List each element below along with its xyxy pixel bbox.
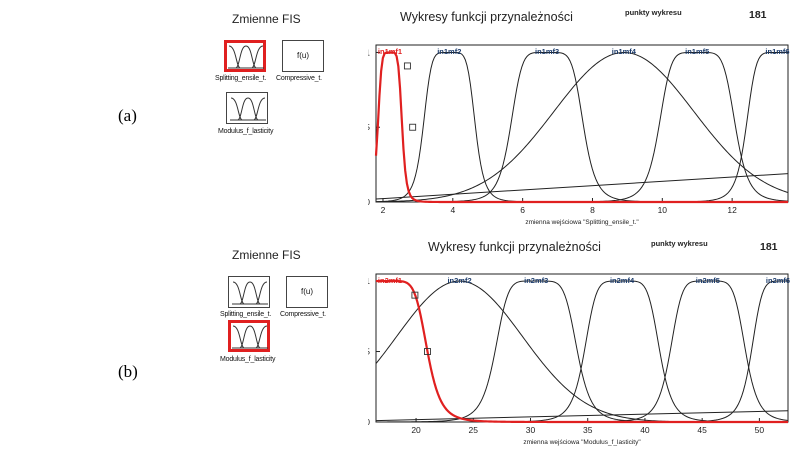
x-tick-label: 45 bbox=[697, 425, 707, 435]
input-variable-box-1[interactable] bbox=[224, 40, 266, 72]
input-variable-name-2: Modulus_f_lasticity bbox=[218, 128, 274, 135]
mf-label[interactable]: in2mf6 bbox=[766, 276, 790, 285]
output-variable-name: Compressive_t. bbox=[276, 75, 322, 82]
mf-label[interactable]: in1mf3 bbox=[535, 47, 559, 56]
points-count[interactable]: 181 bbox=[749, 9, 767, 21]
x-tick-label: 4 bbox=[450, 205, 455, 215]
mf-curve-in1mf4[interactable] bbox=[375, 51, 789, 203]
mf-triple-icon bbox=[232, 281, 268, 305]
mf-label[interactable]: in2mf3 bbox=[524, 276, 548, 285]
mf-label[interactable]: in1mf5 bbox=[685, 47, 709, 56]
y-tick-label: 0.5 bbox=[368, 347, 370, 357]
mf-curve-in1mf5[interactable] bbox=[376, 51, 789, 203]
output-variable-name: Compressive_t. bbox=[280, 311, 326, 318]
input-variable-box-2[interactable] bbox=[226, 92, 268, 124]
x-tick-label: 40 bbox=[640, 425, 650, 435]
x-tick-label: 12 bbox=[727, 205, 737, 215]
mf-label[interactable]: in1mf2 bbox=[437, 47, 461, 56]
input-variable-name-1: Splitting_ensile_t. bbox=[220, 311, 272, 318]
x-tick-label: 35 bbox=[583, 425, 593, 435]
y-tick-label: 1 bbox=[368, 47, 370, 57]
y-tick-label: 0 bbox=[368, 197, 370, 207]
x-axis-label: zmienna wejściowa "Modulus_f_lasticity" bbox=[523, 439, 641, 446]
x-tick-label: 8 bbox=[590, 205, 595, 215]
output-variable-box[interactable]: f(u) bbox=[286, 276, 328, 308]
mf-triple-icon bbox=[230, 97, 266, 121]
x-tick-label: 50 bbox=[755, 425, 765, 435]
plot-title: Wykresy funkcji przynależności bbox=[400, 10, 573, 24]
x-tick-label: 20 bbox=[411, 425, 421, 435]
points-label: punkty wykresu bbox=[651, 239, 708, 248]
points-count[interactable]: 181 bbox=[760, 241, 778, 253]
mf-curve-in2mf2[interactable] bbox=[375, 280, 788, 423]
y-tick-label: 1 bbox=[368, 276, 370, 286]
mf-curve-in1mf1[interactable] bbox=[374, 51, 788, 204]
membership-function-plot[interactable]: 00.5124681012zmienna wejściowa "Splittin… bbox=[368, 31, 790, 233]
x-tick-label: 30 bbox=[526, 425, 536, 435]
y-tick-label: 0 bbox=[368, 417, 370, 427]
input-variable-box-1[interactable] bbox=[228, 276, 270, 308]
mf-curve-baseline bbox=[375, 410, 789, 422]
mf-handle[interactable] bbox=[409, 123, 417, 131]
mf-label[interactable]: in1mf6 bbox=[765, 47, 789, 56]
mf-handle[interactable] bbox=[411, 291, 419, 299]
input-variable-name-2: Modulus_f_lasticity bbox=[220, 356, 276, 363]
mf-curve-in2mf1[interactable] bbox=[375, 279, 788, 424]
mf-handle[interactable] bbox=[403, 62, 411, 70]
output-variable-box[interactable]: f(u) bbox=[282, 40, 324, 72]
panel-label-a: (a) bbox=[118, 106, 137, 125]
mf-label[interactable]: in1mf4 bbox=[612, 47, 637, 56]
y-tick-label: 0.5 bbox=[368, 122, 370, 132]
mf-triple-icon bbox=[228, 45, 264, 69]
mf-label[interactable]: in2mf4 bbox=[610, 276, 635, 285]
mf-curve-baseline bbox=[375, 173, 789, 200]
mf-label[interactable]: in2mf2 bbox=[447, 276, 471, 285]
x-tick-label: 2 bbox=[381, 205, 386, 215]
panel-label-b: (b) bbox=[118, 362, 138, 381]
mf-label[interactable]: in1mf1 bbox=[378, 47, 402, 56]
mf-label[interactable]: in2mf1 bbox=[378, 276, 402, 285]
mf-handle[interactable] bbox=[424, 348, 431, 355]
points-label: punkty wykresu bbox=[625, 8, 682, 17]
plot-frame bbox=[375, 273, 789, 423]
fis-variables-title: Zmienne FIS bbox=[232, 248, 301, 262]
x-tick-label: 6 bbox=[520, 205, 525, 215]
x-tick-label: 10 bbox=[658, 205, 668, 215]
x-axis-label: zmienna wejściowa "Splitting_ensile_t." bbox=[525, 219, 639, 226]
mf-triple-icon bbox=[232, 325, 268, 349]
input-variable-box-2[interactable] bbox=[228, 320, 270, 352]
input-variable-name-1: Splitting_ensile_t. bbox=[215, 75, 267, 82]
fis-variables-title: Zmienne FIS bbox=[232, 12, 301, 26]
plot-frame bbox=[375, 44, 789, 203]
x-tick-label: 25 bbox=[469, 425, 479, 435]
membership-function-plot[interactable]: 0 0.5 1 20 25 30 35 40 45 50 zmienna wejściowa "Mo… bbox=[368, 262, 790, 452]
mf-label[interactable]: in2mf5 bbox=[696, 276, 720, 285]
plot-title: Wykresy funkcji przynależności bbox=[428, 240, 601, 254]
